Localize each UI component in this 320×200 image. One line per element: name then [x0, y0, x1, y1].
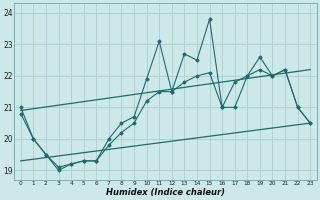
X-axis label: Humidex (Indice chaleur): Humidex (Indice chaleur) — [106, 188, 225, 197]
